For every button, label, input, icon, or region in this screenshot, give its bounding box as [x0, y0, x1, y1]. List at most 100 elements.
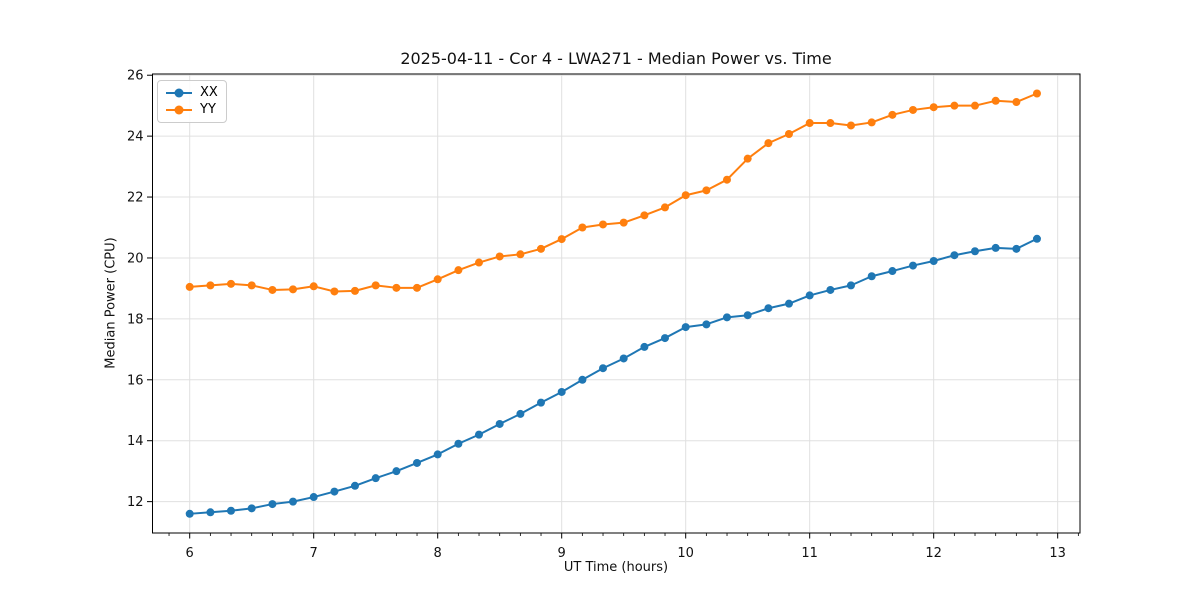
ticks	[147, 74, 1079, 539]
data-point-yy	[412, 283, 421, 292]
data-point-yy	[702, 186, 711, 195]
data-point-yy	[640, 211, 649, 220]
data-point-xx	[226, 506, 235, 515]
data-point-xx	[288, 497, 297, 506]
data-point-xx	[474, 430, 483, 439]
series-yy	[185, 89, 1041, 296]
legend-marker	[174, 88, 184, 98]
data-point-xx	[619, 354, 628, 363]
data-point-yy	[1012, 98, 1021, 107]
data-point-xx	[826, 285, 835, 294]
y-tick-label: 14	[127, 434, 144, 449]
data-point-xx	[309, 493, 318, 502]
data-point-yy	[330, 287, 339, 296]
data-point-yy	[660, 203, 669, 212]
data-point-xx	[991, 243, 1000, 252]
data-point-yy	[350, 286, 359, 295]
y-tick-label: 12	[127, 495, 144, 510]
legend: XX YY	[157, 80, 227, 123]
data-point-xx	[722, 313, 731, 322]
data-point-xx	[743, 311, 752, 320]
data-point-yy	[516, 250, 525, 259]
data-point-yy	[991, 96, 1000, 105]
y-axis-label: Median Power (CPU)	[103, 237, 119, 369]
data-point-yy	[185, 282, 194, 291]
data-point-yy	[495, 252, 504, 261]
data-point-yy	[392, 283, 401, 292]
series-line-xx	[189, 237, 1038, 515]
data-point-xx	[516, 409, 525, 418]
data-point-yy	[1032, 89, 1041, 98]
data-point-yy	[288, 285, 297, 294]
data-point-xx	[1012, 244, 1021, 253]
x-tick-label: 10	[677, 546, 694, 561]
data-point-xx	[846, 281, 855, 290]
axes-spines	[152, 73, 1081, 534]
data-point-xx	[185, 509, 194, 518]
x-tick-label: 13	[1049, 546, 1066, 561]
y-tick-label: 18	[127, 312, 144, 327]
data-point-yy	[784, 130, 793, 139]
data-point-yy	[454, 266, 463, 275]
chart-title: 2025-04-11 - Cor 4 - LWA271 - Median Pow…	[400, 49, 832, 68]
data-point-xx	[950, 251, 959, 260]
data-point-xx	[929, 257, 938, 266]
data-point-xx	[970, 247, 979, 256]
x-tick-label: 11	[801, 546, 818, 561]
data-point-yy	[206, 281, 215, 290]
y-tick-label: 22	[127, 191, 144, 206]
data-point-yy	[805, 119, 814, 128]
data-point-yy	[908, 105, 917, 114]
data-point-yy	[247, 281, 256, 290]
legend-item-yy: YY	[166, 103, 218, 117]
x-tick-label: 8	[434, 546, 442, 561]
data-point-xx	[350, 481, 359, 490]
series-xx	[185, 234, 1041, 518]
data-point-xx	[867, 272, 876, 281]
x-tick-label: 7	[310, 546, 318, 561]
data-point-yy	[846, 121, 855, 130]
data-point-xx	[598, 364, 607, 373]
x-tick-label: 6	[186, 546, 194, 561]
data-point-xx	[536, 398, 545, 407]
x-tick-label: 12	[925, 546, 942, 561]
legend-label-yy: YY	[200, 102, 216, 118]
data-point-yy	[268, 285, 277, 294]
data-point-yy	[578, 223, 587, 232]
legend-marker	[174, 105, 184, 115]
y-tick-label: 24	[127, 130, 144, 145]
data-point-yy	[371, 281, 380, 290]
data-point-xx	[784, 299, 793, 308]
x-tick-label: 9	[558, 546, 566, 561]
data-point-yy	[743, 154, 752, 163]
data-point-xx	[908, 261, 917, 270]
data-point-yy	[764, 139, 773, 148]
series-line-yy	[189, 92, 1038, 293]
legend-line-marker-icon	[166, 105, 192, 115]
data-point-yy	[722, 175, 731, 184]
data-point-xx	[268, 500, 277, 509]
y-tick-label: 16	[127, 373, 144, 388]
y-tick-label: 20	[127, 251, 144, 266]
data-point-xx	[681, 323, 690, 332]
data-point-xx	[206, 508, 215, 517]
data-point-xx	[660, 334, 669, 343]
data-point-yy	[888, 110, 897, 119]
data-point-yy	[867, 118, 876, 127]
data-point-yy	[619, 218, 628, 227]
legend-label-xx: XX	[200, 84, 218, 100]
data-point-yy	[929, 103, 938, 112]
data-point-yy	[226, 279, 235, 288]
data-point-xx	[392, 467, 401, 476]
data-point-xx	[805, 291, 814, 300]
data-point-yy	[598, 220, 607, 229]
data-point-xx	[557, 387, 566, 396]
data-point-yy	[826, 119, 835, 128]
data-point-yy	[309, 282, 318, 291]
data-point-xx	[371, 474, 380, 483]
data-point-xx	[1032, 234, 1041, 243]
data-point-xx	[454, 439, 463, 448]
data-point-yy	[536, 244, 545, 253]
